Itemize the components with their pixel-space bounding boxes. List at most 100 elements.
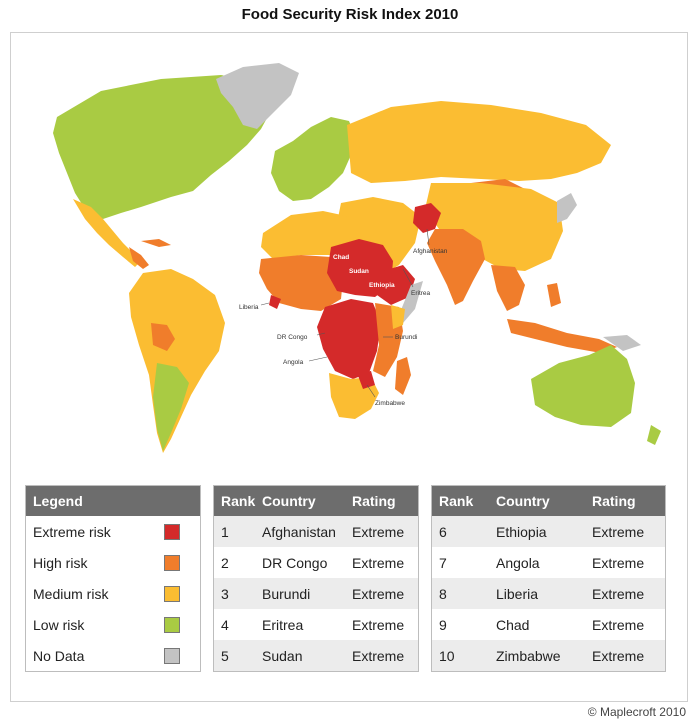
country-cell: Ethiopia: [496, 523, 547, 540]
column-header-rank: Rank: [439, 493, 474, 509]
leader-zimbabwe: [366, 384, 376, 398]
region-new-zealand[interactable]: [647, 425, 661, 445]
label-zimbabwe: Zimbabwe: [375, 400, 405, 407]
rating-cell: Extreme: [352, 616, 405, 633]
rank-cell: 7: [439, 554, 447, 571]
country-cell: Zimbabwe: [496, 647, 561, 664]
region-southern-cone[interactable]: [153, 363, 189, 451]
rank-cell: 3: [221, 585, 229, 602]
column-header-rank: Rank: [221, 493, 256, 509]
legend-panel: Legend Extreme risk High risk Medium ris…: [25, 485, 201, 672]
rating-cell: Extreme: [592, 554, 645, 571]
country-cell: DR Congo: [262, 554, 328, 571]
region-papua[interactable]: [603, 335, 641, 351]
region-central-africa[interactable]: [317, 299, 381, 379]
region-kenya[interactable]: [391, 305, 405, 329]
label-liberia: Liberia: [239, 304, 259, 311]
country-cell: Eritrea: [262, 616, 304, 633]
column-header-rating: Rating: [352, 493, 396, 509]
region-russia[interactable]: [347, 101, 611, 183]
label-burundi: Burundi: [395, 334, 417, 341]
ranking-table-bottom: Rank Country Rating 6 Ethiopia Extreme 7…: [431, 485, 666, 672]
rank-cell: 6: [439, 523, 447, 540]
label-sudan: Sudan: [349, 268, 369, 275]
region-liberia[interactable]: [269, 295, 281, 309]
region-indonesia[interactable]: [507, 319, 617, 353]
region-southeast-asia[interactable]: [491, 265, 525, 311]
country-cell: Sudan: [262, 647, 303, 664]
ranking-header: Rank Country Rating: [214, 486, 418, 516]
rating-cell: Extreme: [352, 523, 405, 540]
leader-angola: [308, 356, 328, 362]
leader-afghanistan: [426, 228, 430, 246]
table-row: 2 DR Congo Extreme: [214, 547, 418, 578]
world-map: Chad Sudan Ethiopia Afghanistan Eritrea …: [53, 63, 661, 453]
map-frame: Chad Sudan Ethiopia Afghanistan Eritrea …: [10, 32, 688, 702]
legend-swatch-low: [164, 617, 180, 633]
rating-cell: Extreme: [352, 585, 405, 602]
rating-cell: Extreme: [352, 647, 405, 664]
label-dr-congo: DR Congo: [277, 334, 308, 341]
country-cell: Angola: [496, 554, 540, 571]
rank-cell: 5: [221, 647, 229, 664]
column-header-country: Country: [262, 493, 316, 509]
table-row: 1 Afghanistan Extreme: [214, 516, 418, 547]
rating-cell: Extreme: [352, 554, 405, 571]
region-china[interactable]: [425, 183, 563, 271]
region-chad-sudan[interactable]: [327, 239, 393, 297]
region-philippines[interactable]: [547, 283, 561, 307]
region-madagascar[interactable]: [395, 357, 411, 395]
table-row: 9 Chad Extreme: [432, 609, 665, 640]
region-bolivia[interactable]: [151, 323, 175, 351]
region-europe[interactable]: [271, 117, 355, 201]
legend-label: Low risk: [33, 616, 85, 633]
rating-cell: Extreme: [592, 647, 645, 664]
label-chad: Chad: [333, 254, 349, 261]
label-angola: Angola: [283, 359, 304, 366]
legend-item: Medium risk: [26, 578, 200, 609]
region-ethiopia[interactable]: [377, 265, 415, 305]
legend-swatch-nodata: [164, 648, 180, 664]
table-row: 5 Sudan Extreme: [214, 640, 418, 671]
region-japan[interactable]: [557, 193, 577, 223]
legend-swatch-extreme: [164, 524, 180, 540]
copyright-credit: © Maplecroft 2010: [587, 705, 686, 719]
region-somalia[interactable]: [399, 281, 423, 323]
country-cell: Liberia: [496, 585, 539, 602]
country-cell: Chad: [496, 616, 530, 633]
legend-item: High risk: [26, 547, 200, 578]
table-row: 3 Burundi Extreme: [214, 578, 418, 609]
map-title: Food Security Risk Index 2010: [241, 6, 459, 23]
region-caribbean[interactable]: [141, 239, 171, 247]
region-india[interactable]: [427, 229, 485, 305]
rank-cell: 10: [439, 647, 455, 664]
table-row: 6 Ethiopia Extreme: [432, 516, 665, 547]
rank-cell: 9: [439, 616, 447, 633]
column-header-rating: Rating: [592, 493, 636, 509]
leader-liberia: [260, 302, 270, 306]
region-mexico[interactable]: [73, 199, 141, 267]
legend-item: No Data: [26, 640, 200, 671]
region-west-africa[interactable]: [259, 255, 343, 311]
region-south-america[interactable]: [129, 269, 225, 453]
legend-item: Low risk: [26, 609, 200, 640]
table-row: 10 Zimbabwe Extreme: [432, 640, 665, 671]
rank-cell: 4: [221, 616, 229, 633]
region-greenland[interactable]: [216, 63, 299, 129]
table-row: 8 Liberia Extreme: [432, 578, 665, 609]
region-north-america[interactable]: [53, 75, 273, 219]
rank-cell: 8: [439, 585, 447, 602]
rating-cell: Extreme: [592, 585, 645, 602]
label-afghanistan: Afghanistan: [413, 248, 448, 255]
region-central-america[interactable]: [129, 247, 149, 269]
leader-dr-congo: [316, 332, 326, 336]
legend-item: Extreme risk: [26, 516, 200, 547]
column-header-country: Country: [496, 493, 550, 509]
region-zimbabwe[interactable]: [357, 371, 375, 389]
region-australia[interactable]: [531, 345, 635, 427]
country-cell: Burundi: [262, 585, 311, 602]
table-row: 4 Eritrea Extreme: [214, 609, 418, 640]
legend-swatch-medium: [164, 586, 180, 602]
region-afghanistan[interactable]: [413, 203, 441, 233]
table-row: 7 Angola Extreme: [432, 547, 665, 578]
